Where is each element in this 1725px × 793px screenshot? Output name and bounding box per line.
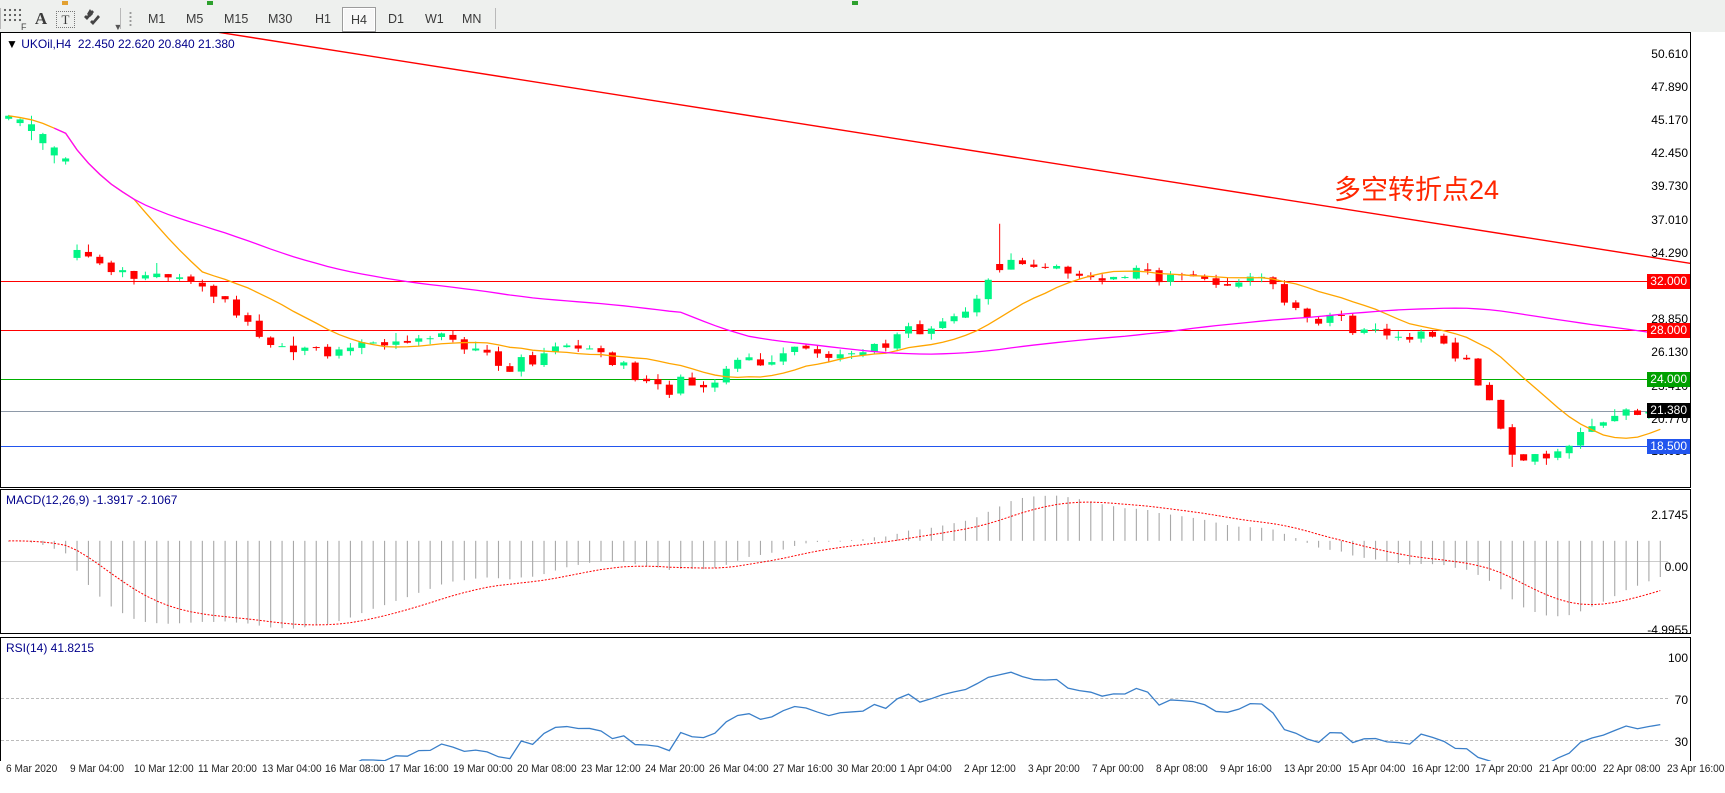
svg-text:F: F: [21, 22, 27, 31]
